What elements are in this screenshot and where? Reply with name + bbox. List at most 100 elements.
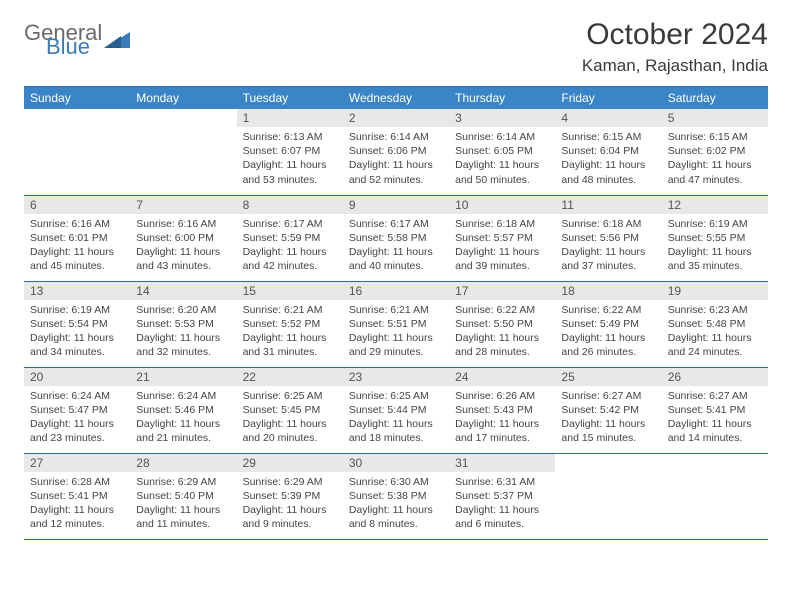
day-details: Sunrise: 6:29 AMSunset: 5:39 PMDaylight:… [237,472,343,536]
weekday-header-row: SundayMondayTuesdayWednesdayThursdayFrid… [24,87,768,110]
day-number: 22 [237,368,343,386]
calendar-day-cell: 3Sunrise: 6:14 AMSunset: 6:05 PMDaylight… [449,109,555,195]
day-number: 1 [237,109,343,127]
day-number: 14 [130,282,236,300]
calendar-day-cell: 27Sunrise: 6:28 AMSunset: 5:41 PMDayligh… [24,453,130,539]
calendar-day-cell: 14Sunrise: 6:20 AMSunset: 5:53 PMDayligh… [130,281,236,367]
day-number: 11 [555,196,661,214]
day-details: Sunrise: 6:16 AMSunset: 6:00 PMDaylight:… [130,214,236,278]
calendar-week-row: 20Sunrise: 6:24 AMSunset: 5:47 PMDayligh… [24,367,768,453]
day-number: 17 [449,282,555,300]
weekday-header: Monday [130,87,236,110]
calendar-day-cell: .. [24,109,130,195]
calendar-day-cell: 29Sunrise: 6:29 AMSunset: 5:39 PMDayligh… [237,453,343,539]
day-details: Sunrise: 6:16 AMSunset: 6:01 PMDaylight:… [24,214,130,278]
calendar-day-cell: 23Sunrise: 6:25 AMSunset: 5:44 PMDayligh… [343,367,449,453]
day-details: Sunrise: 6:30 AMSunset: 5:38 PMDaylight:… [343,472,449,536]
day-details: Sunrise: 6:15 AMSunset: 6:04 PMDaylight:… [555,127,661,191]
calendar-day-cell: 2Sunrise: 6:14 AMSunset: 6:06 PMDaylight… [343,109,449,195]
calendar-day-cell: 19Sunrise: 6:23 AMSunset: 5:48 PMDayligh… [662,281,768,367]
calendar-day-cell: 13Sunrise: 6:19 AMSunset: 5:54 PMDayligh… [24,281,130,367]
day-number: 31 [449,454,555,472]
day-number: 5 [662,109,768,127]
calendar-day-cell: 9Sunrise: 6:17 AMSunset: 5:58 PMDaylight… [343,195,449,281]
weekday-header: Friday [555,87,661,110]
day-details: Sunrise: 6:24 AMSunset: 5:47 PMDaylight:… [24,386,130,450]
day-details: Sunrise: 6:28 AMSunset: 5:41 PMDaylight:… [24,472,130,536]
day-number: 30 [343,454,449,472]
calendar-day-cell: 16Sunrise: 6:21 AMSunset: 5:51 PMDayligh… [343,281,449,367]
day-details: Sunrise: 6:22 AMSunset: 5:49 PMDaylight:… [555,300,661,364]
day-number: 2 [343,109,449,127]
calendar-day-cell: 1Sunrise: 6:13 AMSunset: 6:07 PMDaylight… [237,109,343,195]
weekday-header: Thursday [449,87,555,110]
day-details: Sunrise: 6:26 AMSunset: 5:43 PMDaylight:… [449,386,555,450]
calendar-week-row: 6Sunrise: 6:16 AMSunset: 6:01 PMDaylight… [24,195,768,281]
day-details: Sunrise: 6:27 AMSunset: 5:42 PMDaylight:… [555,386,661,450]
day-details: Sunrise: 6:20 AMSunset: 5:53 PMDaylight:… [130,300,236,364]
calendar-day-cell: .. [555,453,661,539]
day-details: Sunrise: 6:24 AMSunset: 5:46 PMDaylight:… [130,386,236,450]
calendar-day-cell: 31Sunrise: 6:31 AMSunset: 5:37 PMDayligh… [449,453,555,539]
calendar-week-row: 27Sunrise: 6:28 AMSunset: 5:41 PMDayligh… [24,453,768,539]
day-details: Sunrise: 6:19 AMSunset: 5:55 PMDaylight:… [662,214,768,278]
day-details: Sunrise: 6:18 AMSunset: 5:56 PMDaylight:… [555,214,661,278]
weekday-header: Sunday [24,87,130,110]
title-block: October 2024 Kaman, Rajasthan, India [582,18,768,76]
header: General Blue October 2024 Kaman, Rajasth… [24,18,768,76]
calendar-week-row: 13Sunrise: 6:19 AMSunset: 5:54 PMDayligh… [24,281,768,367]
calendar-day-cell: 7Sunrise: 6:16 AMSunset: 6:00 PMDaylight… [130,195,236,281]
day-details: Sunrise: 6:14 AMSunset: 6:06 PMDaylight:… [343,127,449,191]
calendar-day-cell: 22Sunrise: 6:25 AMSunset: 5:45 PMDayligh… [237,367,343,453]
calendar-day-cell: 15Sunrise: 6:21 AMSunset: 5:52 PMDayligh… [237,281,343,367]
calendar-day-cell: 26Sunrise: 6:27 AMSunset: 5:41 PMDayligh… [662,367,768,453]
day-number: 20 [24,368,130,386]
day-details: Sunrise: 6:13 AMSunset: 6:07 PMDaylight:… [237,127,343,191]
calendar-day-cell: 30Sunrise: 6:30 AMSunset: 5:38 PMDayligh… [343,453,449,539]
day-number: 6 [24,196,130,214]
calendar-day-cell: 12Sunrise: 6:19 AMSunset: 5:55 PMDayligh… [662,195,768,281]
day-number: 25 [555,368,661,386]
calendar-day-cell: 24Sunrise: 6:26 AMSunset: 5:43 PMDayligh… [449,367,555,453]
month-title: October 2024 [582,18,768,52]
day-details: Sunrise: 6:14 AMSunset: 6:05 PMDaylight:… [449,127,555,191]
logo-text-blue: Blue [46,38,102,56]
calendar-day-cell: 17Sunrise: 6:22 AMSunset: 5:50 PMDayligh… [449,281,555,367]
day-number: 29 [237,454,343,472]
day-number: 27 [24,454,130,472]
logo: General Blue [24,24,130,56]
calendar-day-cell: .. [662,453,768,539]
day-number: 28 [130,454,236,472]
calendar-week-row: ....1Sunrise: 6:13 AMSunset: 6:07 PMDayl… [24,109,768,195]
day-details: Sunrise: 6:23 AMSunset: 5:48 PMDaylight:… [662,300,768,364]
logo-triangle-icon [104,30,130,55]
day-number: 7 [130,196,236,214]
calendar-body: .... 1Sunrise: 6:13 AMSunset: 6:07 PMDayl… [24,109,768,539]
weekday-header: Tuesday [237,87,343,110]
day-number: 19 [662,282,768,300]
day-details: Sunrise: 6:27 AMSunset: 5:41 PMDaylight:… [662,386,768,450]
day-number: 4 [555,109,661,127]
calendar-day-cell: 20Sunrise: 6:24 AMSunset: 5:47 PMDayligh… [24,367,130,453]
day-number: 24 [449,368,555,386]
day-details: Sunrise: 6:15 AMSunset: 6:02 PMDaylight:… [662,127,768,191]
calendar-day-cell: 5Sunrise: 6:15 AMSunset: 6:02 PMDaylight… [662,109,768,195]
day-number: 23 [343,368,449,386]
calendar-day-cell: 11Sunrise: 6:18 AMSunset: 5:56 PMDayligh… [555,195,661,281]
day-number: 15 [237,282,343,300]
day-number: 8 [237,196,343,214]
day-details: Sunrise: 6:25 AMSunset: 5:45 PMDaylight:… [237,386,343,450]
day-number: 16 [343,282,449,300]
calendar-day-cell: 8Sunrise: 6:17 AMSunset: 5:59 PMDaylight… [237,195,343,281]
day-number: 3 [449,109,555,127]
day-details: Sunrise: 6:19 AMSunset: 5:54 PMDaylight:… [24,300,130,364]
day-details: Sunrise: 6:21 AMSunset: 5:52 PMDaylight:… [237,300,343,364]
day-number: 21 [130,368,236,386]
day-number: 9 [343,196,449,214]
day-number: 18 [555,282,661,300]
day-details: Sunrise: 6:17 AMSunset: 5:58 PMDaylight:… [343,214,449,278]
calendar-day-cell: 6Sunrise: 6:16 AMSunset: 6:01 PMDaylight… [24,195,130,281]
day-details: Sunrise: 6:31 AMSunset: 5:37 PMDaylight:… [449,472,555,536]
day-number: 13 [24,282,130,300]
location: Kaman, Rajasthan, India [582,56,768,76]
